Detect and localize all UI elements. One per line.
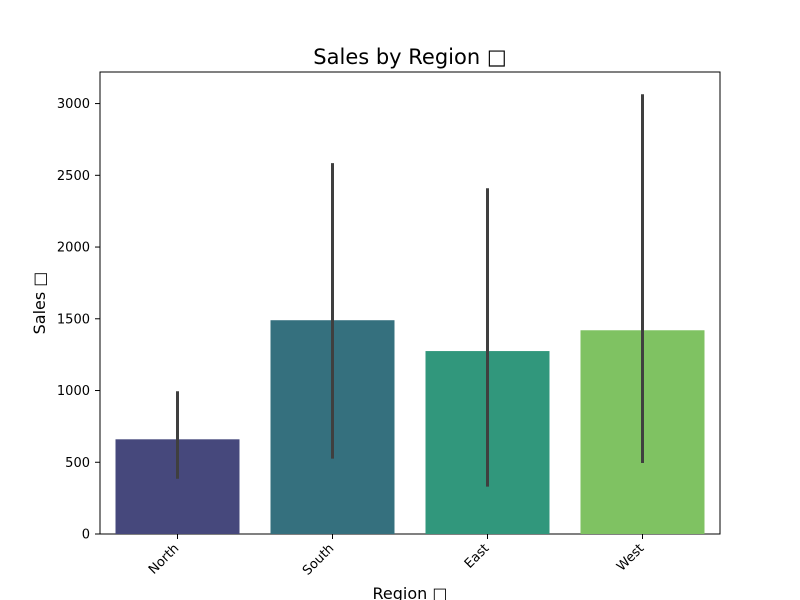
x-axis-label: Region □ xyxy=(373,584,448,600)
x-axis-ticks: North South East West xyxy=(146,534,647,579)
y-tick-label: 2000 xyxy=(57,241,90,256)
x-tick-label: North xyxy=(146,541,182,577)
x-tick-label: South xyxy=(300,541,337,578)
x-tick-label: East xyxy=(462,541,492,571)
error-bars xyxy=(176,94,644,487)
plot-frame xyxy=(99,71,721,535)
y-tick-label: 3000 xyxy=(57,97,90,112)
y-tick-label: 2500 xyxy=(57,169,90,184)
y-axis-label: Sales □ xyxy=(30,272,49,335)
y-tick-label: 0 xyxy=(82,528,90,543)
y-tick-label: 1500 xyxy=(57,312,90,327)
y-tick-label: 1000 xyxy=(57,384,90,399)
bars xyxy=(115,320,705,534)
y-axis-ticks: 0 500 1000 1500 2000 2500 3000 xyxy=(57,97,100,543)
chart-title: Sales by Region □ xyxy=(313,45,506,69)
x-tick-label: West xyxy=(614,541,647,574)
y-tick-label: 500 xyxy=(65,456,90,471)
